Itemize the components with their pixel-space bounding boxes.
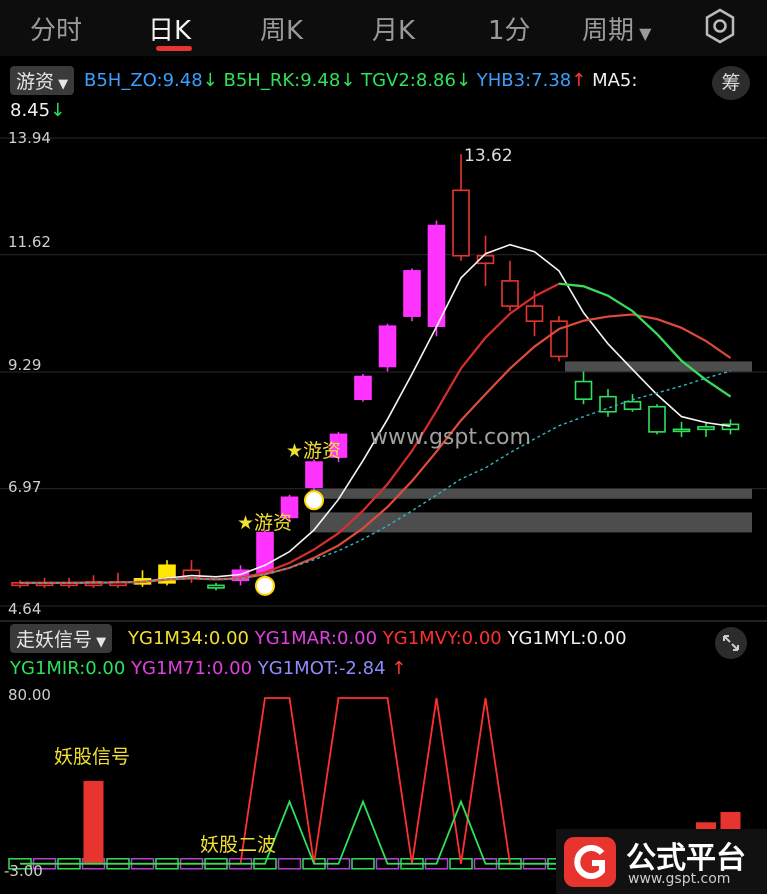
ma-cyan-line [20,370,731,584]
gspt-logo-icon [564,837,616,887]
candle-body [280,496,299,519]
candle-body [623,400,642,411]
logo-url: www.gspt.com [628,871,731,887]
price-tick-3: 9.29 [8,356,42,374]
tab-daily-k[interactable]: 日K [148,16,192,46]
candle-body [501,280,519,307]
sub-indicator-selector[interactable]: 走妖信号 ▼ [10,624,113,653]
price-tick-2: 11.62 [8,233,51,251]
candle-body [329,433,348,458]
price-tick-min: 4.64 [8,600,42,618]
indicator-b5h-zo: B5H_ZO:9.48↓ [84,70,224,91]
ma-red-line-2 [20,313,732,584]
yaogu-signal-annotation: 妖股信号 [54,746,131,768]
ma5-value: 8.45 [10,100,51,121]
settings-icon[interactable] [700,6,740,46]
main-indicator-selector[interactable]: 游资 ▼ [10,66,75,95]
price-tick-4: 6.97 [8,478,42,496]
candle-body [697,426,715,431]
resistance-band [565,361,752,372]
indicator-yg1mot: YG1MOT:-2.84 ↑ [257,658,407,679]
candle-body [305,461,323,489]
indicator-yg1m34: YG1M34:0.00 [128,628,255,649]
baseline-box [277,858,302,870]
panel-divider [0,620,767,622]
sub-indicator-row2: YG1MIR:0.00 YG1M71:0.00 YG1MOT:-2.84 ↑ [10,658,406,679]
coin-marker [304,490,324,511]
candle-body [403,270,421,317]
youzi-annotation-upper: ★游资 [286,440,342,462]
candle-body [427,224,446,328]
indicator-yg1myl: YG1MYL:0.00 [507,628,627,649]
price-tick-max: 13.94 [8,129,51,147]
candle-body [574,380,593,400]
indicator-tgv2: TGV2:8.86↓ [361,70,477,91]
candle-body [599,395,617,413]
candle-body [476,254,495,265]
ma5-value-line: 8.45↓ [10,100,65,121]
candle-body [452,189,470,257]
main-indicator-values: B5H_ZO:9.48↓ B5H_RK:9.48↓ TGV2:8.86↓ YHB… [84,70,637,91]
candle-body [207,584,225,589]
peak-price-label: 13.62 [464,146,513,166]
yaogu-second-wave-annotation: 妖股二波 [200,834,277,856]
candle-body [378,325,397,368]
indicator-yg1m71: YG1M71:0.00 [131,658,258,679]
candlestick-chart[interactable] [0,124,767,620]
logo-name: 公式平台 [626,841,746,876]
indicator-b5h-rk: B5H_RK:9.48↓ [223,70,362,91]
candle-body [550,320,568,358]
active-tab-indicator [156,46,192,51]
indicator-yg1mir: YG1MIR:0.00 [10,658,132,679]
tab-1min[interactable]: 1分 [488,16,531,46]
sub-indicator-row1: YG1M34:0.00 YG1MAR:0.00 YG1MVY:0.00 YG1M… [128,628,627,649]
baseline-box [351,858,375,870]
coin-marker [255,575,275,596]
signal-bar [83,780,104,864]
gspt-logo: 公式平台 www.gspt.com [556,829,767,894]
candle-body [672,428,691,433]
expand-icon[interactable] [714,626,748,660]
ma5-arrow: ↓ [50,100,66,121]
sub-tick-max: 80.00 [8,686,51,704]
period-tab-bar: 分时 日K 周K 月K 1分 周期 ▼ [0,0,767,56]
candle-body [354,375,372,400]
indicator-yg1mvy: YG1MVY:0.00 [382,628,508,649]
tab-monthly-k[interactable]: 月K [372,16,416,46]
watermark-text: www.gspt.com [370,425,531,450]
candle-body [525,305,544,322]
candle-body [648,405,666,433]
sub-tick-min: -3.00 [4,862,43,880]
tab-intraday[interactable]: 分时 [30,16,83,46]
tab-period[interactable]: 周期 ▼ [582,16,652,46]
candle-body [721,423,740,431]
indicator-yg1mar: YG1MAR:0.00 [254,628,383,649]
support-band [310,512,752,533]
support-band [310,488,752,499]
tab-weekly-k[interactable]: 周K [260,16,304,46]
chip-distribution-button[interactable]: 筹 [712,66,750,100]
indicator-ma5: MA5: [592,70,638,91]
indicator-yhb3: YHB3:7.38↑ [476,70,593,91]
ma-green-line [558,282,732,398]
youzi-annotation-lower: ★游资 [237,512,293,534]
